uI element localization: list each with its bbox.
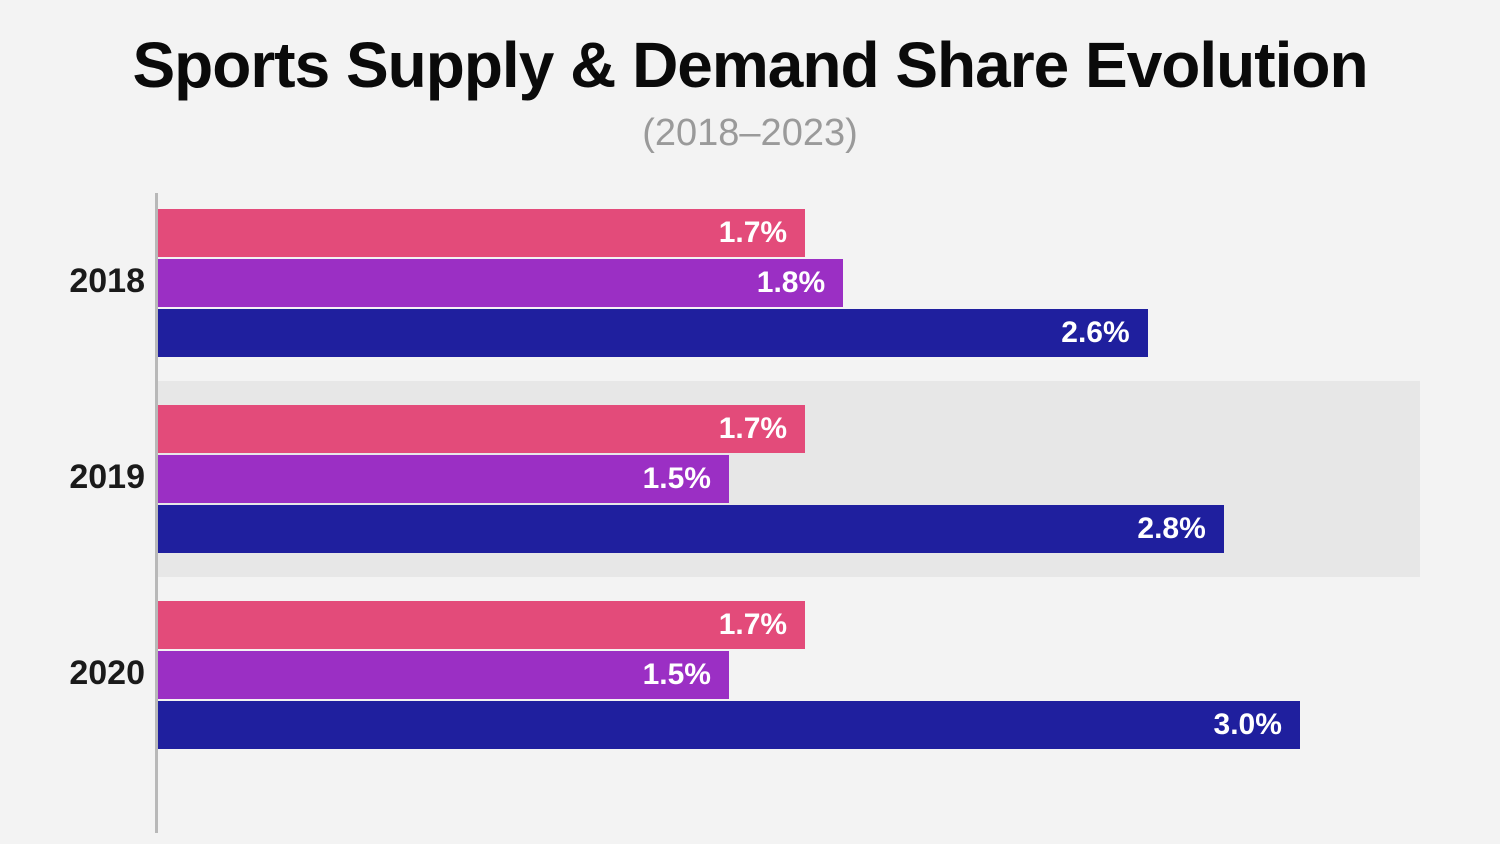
year-group: 20201.7%1.5%3.0%: [80, 601, 1420, 749]
bar-value-label: 3.0%: [1214, 708, 1282, 742]
bar-value-label: 1.7%: [719, 608, 787, 642]
bar: 2.8%: [158, 505, 1224, 553]
year-label: 2018: [50, 262, 145, 301]
bar-value-label: 1.7%: [719, 216, 787, 250]
bar: 1.5%: [158, 455, 729, 503]
bar-value-label: 2.8%: [1137, 512, 1205, 546]
chart-area: 20181.7%1.8%2.6%20191.7%1.5%2.8%20201.7%…: [80, 193, 1420, 833]
year-group: 20181.7%1.8%2.6%: [80, 209, 1420, 357]
bar: 2.6%: [158, 309, 1148, 357]
bar-value-label: 1.8%: [757, 266, 825, 300]
bar-value-label: 1.5%: [643, 658, 711, 692]
chart-title: Sports Supply & Demand Share Evolution: [0, 28, 1500, 102]
page: Sports Supply & Demand Share Evolution (…: [0, 0, 1500, 844]
chart-subtitle: (2018–2023): [0, 112, 1500, 155]
bar: 1.7%: [158, 601, 805, 649]
bar: 3.0%: [158, 701, 1300, 749]
bar-value-label: 2.6%: [1061, 316, 1129, 350]
bar: 1.5%: [158, 651, 729, 699]
bar: 1.8%: [158, 259, 843, 307]
year-label: 2020: [50, 654, 145, 693]
bar: 1.7%: [158, 405, 805, 453]
year-group: 20191.7%1.5%2.8%: [80, 405, 1420, 553]
bar-value-label: 1.7%: [719, 412, 787, 446]
year-label: 2019: [50, 458, 145, 497]
bar: 1.7%: [158, 209, 805, 257]
bar-value-label: 1.5%: [643, 462, 711, 496]
